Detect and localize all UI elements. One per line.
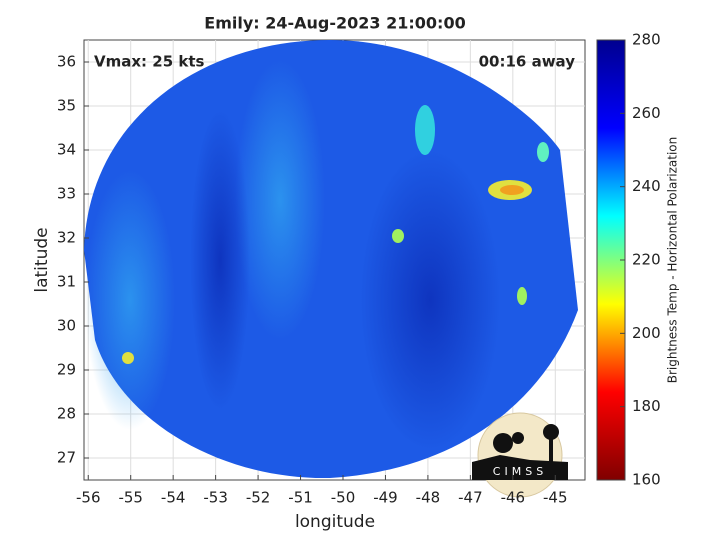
y-axis-label: latitude [32, 227, 52, 292]
annotation: Vmax: 25 kts [94, 53, 204, 71]
y-tick-label: 27 [57, 449, 76, 467]
y-tick-label: 28 [57, 405, 76, 423]
x-tick-label: -52 [246, 489, 271, 507]
x-axis-label: longitude [295, 512, 375, 532]
annotation: 00:16 away [479, 53, 576, 71]
x-tick-label: -50 [331, 489, 356, 507]
x-tick-label: -53 [203, 489, 228, 507]
colorbar-tick-label: 180 [632, 397, 661, 415]
chart-title: Emily: 24-Aug-2023 21:00:00 [204, 14, 465, 33]
x-tick-label: -55 [118, 489, 143, 507]
y-tick-label: 36 [57, 53, 76, 71]
x-tick-label: -54 [161, 489, 186, 507]
y-tick-label: 29 [57, 361, 76, 379]
x-tick-label: -45 [543, 489, 568, 507]
x-tick-label: -47 [458, 489, 483, 507]
x-tick-label: -51 [288, 489, 313, 507]
x-tick-label: -48 [416, 489, 441, 507]
swath-image [84, 40, 578, 479]
y-tick-label: 31 [57, 273, 76, 291]
colorbar-tick-label: 260 [632, 104, 661, 122]
colorbar-tick-label: 240 [632, 177, 661, 195]
y-tick-label: 32 [57, 229, 76, 247]
colorbar-tick-label: 200 [632, 324, 661, 342]
logo-text: CIMSS [493, 465, 547, 478]
colorbar-tick-label: 160 [632, 471, 661, 489]
y-tick-label: 33 [57, 185, 76, 203]
y-tick-label: 34 [57, 141, 76, 159]
x-tick-label: -46 [501, 489, 526, 507]
colorbar-label: Brightness Temp - Horizontal Polarizatio… [666, 137, 680, 384]
y-tick-label: 35 [57, 97, 76, 115]
x-tick-label: -49 [373, 489, 398, 507]
y-tick-label: 30 [57, 317, 76, 335]
colorbar-tick-label: 220 [632, 251, 661, 269]
logo: CIMSS [472, 412, 568, 498]
colorbar-tick-label: 280 [632, 31, 661, 49]
x-tick-label: -56 [76, 489, 101, 507]
